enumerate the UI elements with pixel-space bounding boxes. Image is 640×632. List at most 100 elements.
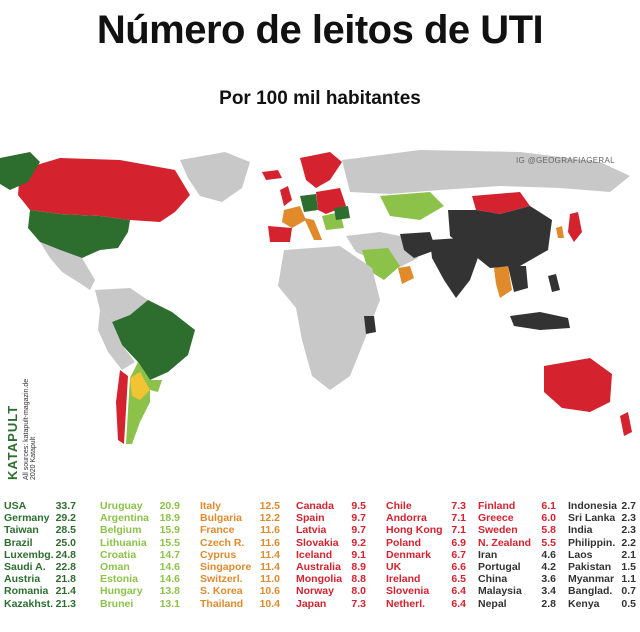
copyright-note: 2020 Katapult	[30, 436, 37, 480]
icu-beds-value: 6.4	[451, 585, 466, 598]
map-peru-bolivia	[98, 310, 135, 370]
icu-beds-value: 14.6	[159, 573, 180, 586]
icu-beds-value: 21.4	[55, 585, 76, 598]
legend-row: Chile 7.3	[386, 500, 466, 512]
legend-row: Portugal 4.2	[478, 561, 556, 573]
country-name: France	[200, 524, 235, 537]
map-alaska	[0, 152, 40, 190]
icu-beds-value: 11.6	[260, 536, 280, 549]
legend-row: Germany 29.2	[4, 512, 76, 524]
icu-beds-value: 0.5	[621, 597, 636, 610]
icu-beds-value: 9.7	[351, 512, 366, 525]
legend-row: Italy 12.5	[200, 500, 280, 512]
legend-row: Andorra 7.1	[386, 512, 466, 524]
map-uruguay	[150, 380, 162, 392]
country-name: India	[568, 524, 593, 537]
icu-beds-value: 2.3	[621, 524, 636, 537]
icu-beds-value: 21.3	[55, 597, 76, 610]
legend-row: Canada 9.5	[296, 500, 366, 512]
icu-beds-value: 6.9	[451, 536, 466, 549]
country-name: Myanmar	[568, 573, 615, 586]
legend-row: Iran 4.6	[478, 549, 556, 561]
legend-row: Brazil 25.0	[4, 537, 76, 549]
country-name: Romania	[4, 585, 49, 598]
map-se-asia	[508, 266, 528, 292]
country-name: Spain	[296, 512, 325, 525]
legend-row: Poland 6.9	[386, 537, 466, 549]
icu-beds-value: 14.7	[159, 548, 180, 561]
legend-row: China 3.6	[478, 573, 556, 585]
country-name: Latvia	[296, 524, 327, 537]
country-name: Pakistan	[568, 560, 612, 573]
icu-beds-value: 9.1	[351, 548, 366, 561]
map-usa	[28, 210, 130, 258]
legend-column: Indonesia 2.7 Sri Lanka 2.3 India 2.3 Philippi…	[568, 500, 636, 610]
country-name: Slovenia	[386, 585, 430, 598]
legend-row: Kenya 0.5	[568, 598, 636, 610]
country-name: Argentina	[100, 512, 150, 525]
country-name: Netherl.	[386, 597, 426, 610]
map-australia	[544, 358, 612, 412]
icu-beds-value: 12.5	[259, 500, 280, 512]
legend-row: Belgium 15.9	[100, 524, 180, 536]
country-name: Belgium	[100, 524, 142, 537]
map-indonesia	[510, 312, 570, 330]
country-name: Finland	[478, 500, 516, 512]
icu-beds-value: 9.7	[351, 524, 366, 537]
map-greenland	[180, 152, 250, 202]
icu-beds-value: 10.4	[259, 597, 280, 610]
icu-beds-value: 0.7	[621, 585, 636, 598]
country-name: Mongolia	[296, 573, 343, 586]
legend-row: Singapore 11.4	[200, 561, 280, 573]
publisher-logo: KATAPULT	[5, 404, 20, 480]
legend-table: USA 33.7 Germany 29.2 Taiwan 28.5 Brazil 25.0 Lu…	[4, 500, 640, 628]
country-name: Switzerl.	[200, 573, 243, 586]
icu-beds-value: 7.3	[351, 597, 366, 610]
country-name: Philippin.	[568, 536, 616, 549]
icu-beds-value: 2.3	[621, 512, 636, 525]
country-name: Indonesia	[568, 500, 618, 512]
country-name: Chile	[386, 500, 412, 512]
country-name: Greece	[478, 512, 514, 525]
legend-row: S. Korea 10.6	[200, 585, 280, 597]
legend-row: Laos 2.1	[568, 549, 636, 561]
legend-row: Greece 6.0	[478, 512, 556, 524]
icu-beds-value: 4.2	[541, 560, 556, 573]
map-iceland	[262, 170, 282, 180]
legend-row: UK 6.6	[386, 561, 466, 573]
country-name: Kenya	[568, 597, 600, 610]
map-canada	[18, 158, 190, 222]
legend-row: Pakistan 1.5	[568, 561, 636, 573]
country-name: Poland	[386, 536, 422, 549]
icu-beds-value: 7.1	[451, 512, 466, 525]
map-italy	[304, 218, 322, 240]
country-name: USA	[4, 500, 27, 512]
country-name: Italy	[200, 500, 222, 512]
icu-beds-value: 2.2	[621, 536, 636, 549]
legend-row: Norway 8.0	[296, 585, 366, 597]
country-name: Hong Kong	[386, 524, 443, 537]
icu-beds-value: 10.6	[259, 585, 280, 598]
legend-row: Ireland 6.5	[386, 573, 466, 585]
country-name: Uruguay	[100, 500, 143, 512]
country-name: Croatia	[100, 548, 137, 561]
legend-column: Uruguay 20.9 Argentina 18.9 Belgium 15.9 Lithu…	[100, 500, 180, 610]
icu-beds-value: 15.5	[159, 536, 180, 549]
country-name: Australia	[296, 560, 341, 573]
icu-beds-value: 7.1	[451, 524, 466, 537]
legend-row: Sweden 5.8	[478, 524, 556, 536]
country-name: Slovakia	[296, 536, 339, 549]
legend-row: Iceland 9.1	[296, 549, 366, 561]
legend-row: Indonesia 2.7	[568, 500, 636, 512]
country-name: Andorra	[386, 512, 427, 525]
country-name: Iran	[478, 548, 498, 561]
icu-beds-value: 6.4	[451, 597, 466, 610]
source-note: All sources: katapult-magazin.de	[23, 378, 30, 480]
legend-row: Netherl. 6.4	[386, 598, 466, 610]
legend-row: Oman 14.6	[100, 561, 180, 573]
legend-row: Bulgaria 12.2	[200, 512, 280, 524]
country-name: Brunei	[100, 597, 134, 610]
legend-row: Lithuania 15.5	[100, 537, 180, 549]
icu-beds-value: 28.5	[55, 524, 76, 537]
icu-beds-value: 21.8	[55, 573, 76, 586]
